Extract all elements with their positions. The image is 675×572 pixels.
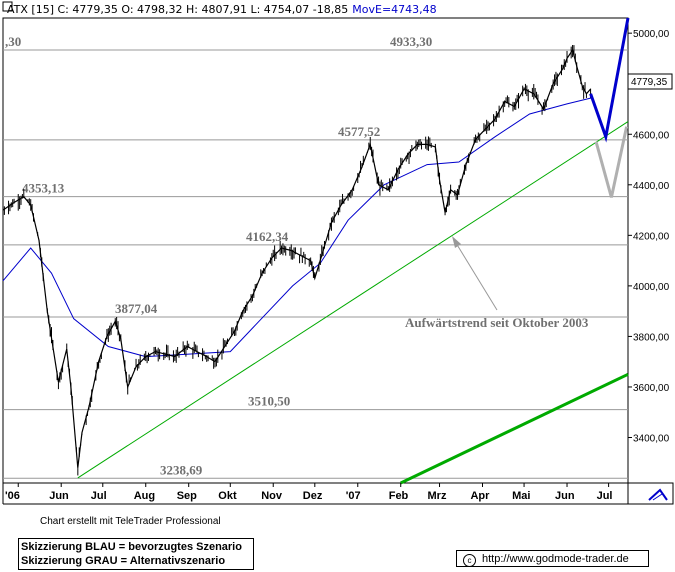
legend-line-blue: Skizzierung BLAU = bevorzugtes Szenario: [21, 541, 242, 553]
trendlines: [77, 121, 629, 485]
moving-average-layer: [2, 97, 591, 358]
legend-line-gray: Skizzierung GRAU = Alternativszenario: [21, 555, 226, 567]
header-checkbox[interactable]: [2, 1, 13, 12]
x-tick-label-12: Mai: [512, 490, 530, 502]
level-label-6: 3238,69: [160, 462, 203, 477]
annotation-label: Aufwärtstrend seit Oktober 2003: [405, 315, 589, 330]
x-tick-label-14: Jul: [597, 490, 613, 502]
x-tick-label-5: Okt: [218, 490, 237, 502]
x-tick-label-10: Mrz: [428, 490, 447, 502]
price-line: [2, 48, 592, 468]
x-tick-label-2: Jul: [91, 490, 107, 502]
y-tick-label-5: 4400,00: [633, 181, 670, 192]
x-tick-label-11: Apr: [470, 490, 490, 502]
trendline-0: [77, 121, 629, 479]
x-tick-label-6: Nov: [261, 490, 283, 502]
level-label-2: 4353,13: [22, 181, 65, 196]
y-tick-label-1: 3600,00: [633, 383, 670, 394]
y-ticks: 3400,00 3600,00 3800,00 4000,00 4200,00 4400,…: [628, 29, 670, 445]
plot-frame: [2, 17, 629, 484]
horizontal-levels: 4933,30 4577,52 4353,13 4162,34 3877,04 3510,…: [3, 34, 628, 479]
annotation: Aufwärtstrend seit Oktober 2003: [405, 236, 589, 330]
scenario-legend: Skizzierung BLAU = bevorzugtes Szenario …: [18, 538, 254, 570]
trend-arrow-icon[interactable]: [648, 488, 668, 501]
copyright-icon: c: [463, 554, 476, 567]
website-link[interactable]: http://www.godmode-trader.de: [482, 553, 629, 565]
scenario-gray: [594, 126, 629, 198]
x-tick-label-4: Sep: [177, 490, 197, 502]
last-price-label: 4779,35: [631, 77, 668, 88]
y-tick-label-0: 3400,00: [633, 434, 670, 445]
last-price-frame: [627, 73, 673, 90]
y-tick-label-4: 4200,00: [633, 231, 670, 242]
header-bar: ATX [15] C: 4779,35 O: 4798,32 H: 4807,9…: [2, 1, 437, 16]
level-label-0: 4933,30: [390, 34, 432, 49]
last-price-box: 4779,35: [627, 73, 673, 90]
website-box[interactable]: c http://www.godmode-trader.de: [456, 550, 649, 567]
annotation-arrow-head: [452, 236, 461, 248]
y-tick-label-2: 3800,00: [633, 332, 670, 343]
level-label-3: 4162,34: [246, 229, 289, 244]
y-tick-label-3: 4000,00: [633, 282, 670, 293]
trendline-1: [400, 372, 629, 485]
x-tick-label-1: Jun: [49, 490, 69, 502]
x-tick-label-0: '06: [5, 490, 20, 502]
x-ticks: '06 Jun Jul Aug Sep Okt Nov Dez '07 Feb Mrz Apr Mai J…: [5, 483, 613, 502]
x-tick-label-13: Jun: [555, 490, 575, 502]
chart-credit: Chart erstellt mit TeleTrader Profession…: [40, 516, 221, 527]
price-layer: [2, 44, 592, 476]
scenario-sketches: [589, 17, 630, 198]
x-axis-corner: [627, 482, 674, 505]
y-tick-label-8: 5000,00: [633, 29, 670, 40]
level-label-5: 3510,50: [248, 394, 290, 409]
x-tick-label-9: Feb: [389, 490, 409, 502]
moving-average-line: [2, 97, 591, 358]
header-values: ATX [15] C: 4779,35 O: 4798,32 H: 4807,9…: [7, 3, 437, 16]
scenario-blue: [589, 17, 630, 143]
level-label-partial: ,30: [5, 34, 21, 49]
x-tick-label-7: Dez: [303, 490, 323, 502]
y-tick-label-6: 4600,00: [633, 130, 670, 141]
x-tick-label-3: Aug: [134, 490, 155, 502]
x-tick-label-8: '07: [346, 490, 361, 502]
annotation-arrow-shaft: [455, 242, 498, 311]
level-label-1: 4577,52: [338, 124, 380, 139]
level-label-4: 3877,04: [115, 301, 158, 316]
